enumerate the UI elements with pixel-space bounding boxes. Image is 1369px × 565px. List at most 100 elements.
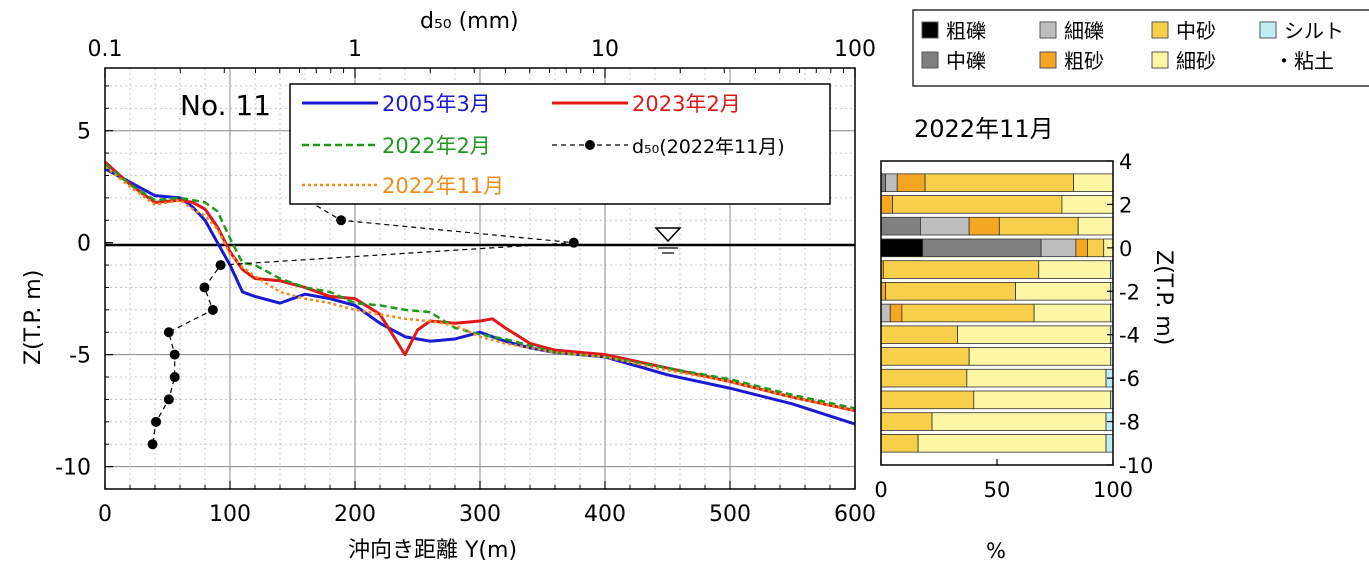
bar-segment xyxy=(892,195,1063,214)
water-level-symbol xyxy=(654,227,682,254)
bar-y-tick-label: 2 xyxy=(1119,193,1132,217)
legend-label-2023: 2023年2月 xyxy=(632,92,741,116)
panel-label: No. 11 xyxy=(180,89,271,122)
bar-segment xyxy=(880,325,958,344)
d50-point xyxy=(215,260,226,271)
y-axis-title: Z(T.P. m) xyxy=(21,270,46,365)
legend-label-2005: 2005年3月 xyxy=(382,92,491,116)
bar-segment xyxy=(1087,238,1105,258)
bar-segment xyxy=(968,216,1000,236)
legend-label-2022-11: 2022年11月 xyxy=(382,174,504,198)
d50-point xyxy=(207,304,218,315)
profile-line xyxy=(105,165,855,412)
bar-segment xyxy=(880,238,924,258)
profile-chart: 0 100 200 300 400 500 600 5 0 -5 -10 0.1 1 10 100 No. … xyxy=(21,9,876,563)
bar-y-tick-label: -4 xyxy=(1119,324,1140,348)
bar-segment xyxy=(968,347,1112,366)
x-tick-label: 600 xyxy=(834,502,876,527)
bar-y-tick-label: -8 xyxy=(1119,411,1140,435)
x-tick-label: 300 xyxy=(459,502,501,527)
bar-segment xyxy=(973,390,1112,410)
bar-segment xyxy=(1105,434,1114,453)
bar-segment xyxy=(1038,260,1112,279)
legend-label-2022-2: 2022年2月 xyxy=(382,134,491,158)
grain-legend-label: 粗砂 xyxy=(1064,49,1104,73)
bar-y-axis-title: Z(T.P. m) xyxy=(1151,250,1176,345)
bar-segment xyxy=(917,434,1107,453)
plot-border xyxy=(104,67,856,490)
grain-legend-swatch xyxy=(1151,51,1169,69)
bar-x-tick-label: 50 xyxy=(984,478,1011,502)
y-tick-label: -10 xyxy=(55,456,91,481)
bar-segment xyxy=(885,173,898,192)
bar-segment xyxy=(880,303,891,323)
grain-legend-label: 細礫 xyxy=(1064,19,1104,43)
top-tick-label: 10 xyxy=(591,37,619,62)
grain-legend-label: ・粘土 xyxy=(1274,49,1334,73)
profile-line xyxy=(105,160,855,413)
bar-segment xyxy=(1015,282,1112,301)
bar-y-tick-label: -6 xyxy=(1119,367,1140,391)
bar-segment xyxy=(880,434,919,453)
bar-segment xyxy=(901,303,1035,323)
bar-segment xyxy=(1075,238,1088,258)
grain-legend-swatch xyxy=(921,21,939,39)
bar-segment xyxy=(920,216,970,236)
bar-chart-title: 2022年11月 xyxy=(914,115,1054,143)
bar-ticks: 4 2 0 -2 -4 -6 -8 -10 0 50 100 xyxy=(874,150,1153,502)
grain-legend-label: 細砂 xyxy=(1176,49,1216,73)
bar-layer xyxy=(880,173,1114,453)
legend-label-d50: d₅₀(2022年11月) xyxy=(632,136,785,158)
bar-segment xyxy=(880,412,933,431)
grain-legend-swatch xyxy=(1039,51,1057,69)
grain-legend-box xyxy=(912,9,1369,87)
grain-legend-label: 粗礫 xyxy=(946,19,986,43)
y-tick-label: 5 xyxy=(77,120,91,145)
x-tick-label: 200 xyxy=(334,502,376,527)
bar-segment xyxy=(885,282,1016,301)
bar-x-axis-title: % xyxy=(986,539,1006,563)
bar-segment xyxy=(880,347,970,366)
grain-legend-swatch xyxy=(921,51,939,69)
grain-legend-label: 中礫 xyxy=(946,49,986,73)
grain-legend-label: シルト xyxy=(1284,19,1344,43)
top-tick-label: 100 xyxy=(834,37,876,62)
grain-legend-swatch xyxy=(1039,21,1057,39)
bar-segment xyxy=(998,216,1079,236)
bar-segment xyxy=(1033,303,1112,323)
bar-segment xyxy=(957,325,1112,344)
line-legend: 2005年3月 2022年2月 2022年11月 2023年2月 d₅₀(202… xyxy=(289,83,831,205)
d50-point xyxy=(336,215,347,226)
grain-legend-swatch xyxy=(1259,21,1277,39)
top-tick-label: 0.1 xyxy=(88,37,123,62)
bar-segment xyxy=(880,216,921,236)
bar-segment xyxy=(880,195,894,214)
bar-segment xyxy=(1073,173,1114,192)
bar-segment xyxy=(931,412,1107,431)
x-tick-label: 100 xyxy=(209,502,251,527)
bar-y-tick-label: -2 xyxy=(1119,280,1140,304)
bar-segment xyxy=(882,260,1040,279)
d50-point xyxy=(199,282,210,293)
d50-point xyxy=(169,349,180,360)
bar-x-tick-label: 100 xyxy=(1093,478,1133,502)
d50-point xyxy=(151,416,162,427)
bar-y-tick-label: 4 xyxy=(1119,150,1132,174)
bar-segment xyxy=(889,303,903,323)
d50-point xyxy=(147,439,158,450)
bar-segment xyxy=(1077,216,1114,236)
x-tick-label: 400 xyxy=(584,502,626,527)
bar-segment xyxy=(1040,238,1077,258)
d50-point xyxy=(169,372,180,383)
grain-legend-label: 中砂 xyxy=(1176,19,1216,43)
y-tick-label: 0 xyxy=(77,232,91,257)
bar-segment xyxy=(896,173,926,192)
bar-y-tick-label: 0 xyxy=(1119,237,1132,261)
ticks: 0 100 200 300 400 500 600 5 0 -5 -10 0.1 1 10 100 xyxy=(55,37,876,527)
bar-segment xyxy=(880,390,975,410)
top-tick-label: 1 xyxy=(348,37,362,62)
top-axis-title: d₅₀ (mm) xyxy=(420,9,519,34)
series-layer xyxy=(105,160,855,426)
grain-size-chart: 2022年11月 4 2 0 -2 -4 -6 -8 -10 0 50 100 % Z(T.P. m… xyxy=(874,115,1176,563)
